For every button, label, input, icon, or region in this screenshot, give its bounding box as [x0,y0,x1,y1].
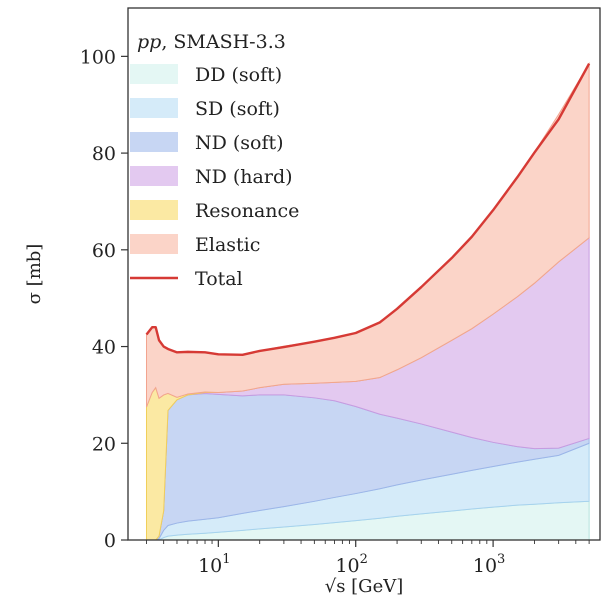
y-tick-label: 20 [92,433,116,455]
x-axis-label: √s [GeV] [325,576,404,597]
legend-swatch-nd-hard [130,166,178,186]
legend-label-dd-soft: DD (soft) [195,64,282,86]
y-axis-ticks: 0 20 40 60 80 100 [80,46,128,552]
legend-swatch-nd-soft [130,132,178,152]
y-tick-label: 40 [92,337,116,359]
legend-label-nd-soft: ND (soft) [195,132,284,154]
y-tick-label: 60 [92,240,116,262]
x-axis-ticks: 101 102 103 [146,540,590,577]
legend-label-sd-soft: SD (soft) [195,98,280,120]
legend: pp, SMASH-3.3 DD (soft) SD (soft) ND (soft… [130,31,299,290]
y-axis-label: σ [mb] [24,244,45,305]
x-tick-label: 103 [473,552,505,577]
stacked-areas [146,61,590,541]
legend-label-nd-hard: ND (hard) [195,166,293,188]
legend-title-italic: pp [137,31,161,53]
x-tick-label: 102 [335,552,367,577]
total-line-layer [145,63,591,356]
legend-swatch-sd-soft [130,98,178,118]
legend-label-resonance: Resonance [195,200,299,222]
legend-title-rest: , SMASH-3.3 [161,31,286,53]
legend-swatch-elastic [130,234,178,254]
legend-label-elastic: Elastic [195,234,260,256]
legend-swatch-dd-soft [130,64,178,84]
x-tick-label: 101 [198,552,230,577]
legend-label-total: Total [195,268,243,290]
legend-entries: DD (soft) SD (soft) ND (soft) ND (hard) Reso… [130,64,299,290]
plot-frame [127,7,601,541]
y-tick-label: 0 [104,530,116,552]
legend-swatch-resonance [130,200,178,220]
y-tick-label: 100 [80,46,116,68]
total-line [145,63,591,356]
y-tick-label: 80 [92,143,116,165]
legend-title: pp, SMASH-3.3 [137,31,286,53]
